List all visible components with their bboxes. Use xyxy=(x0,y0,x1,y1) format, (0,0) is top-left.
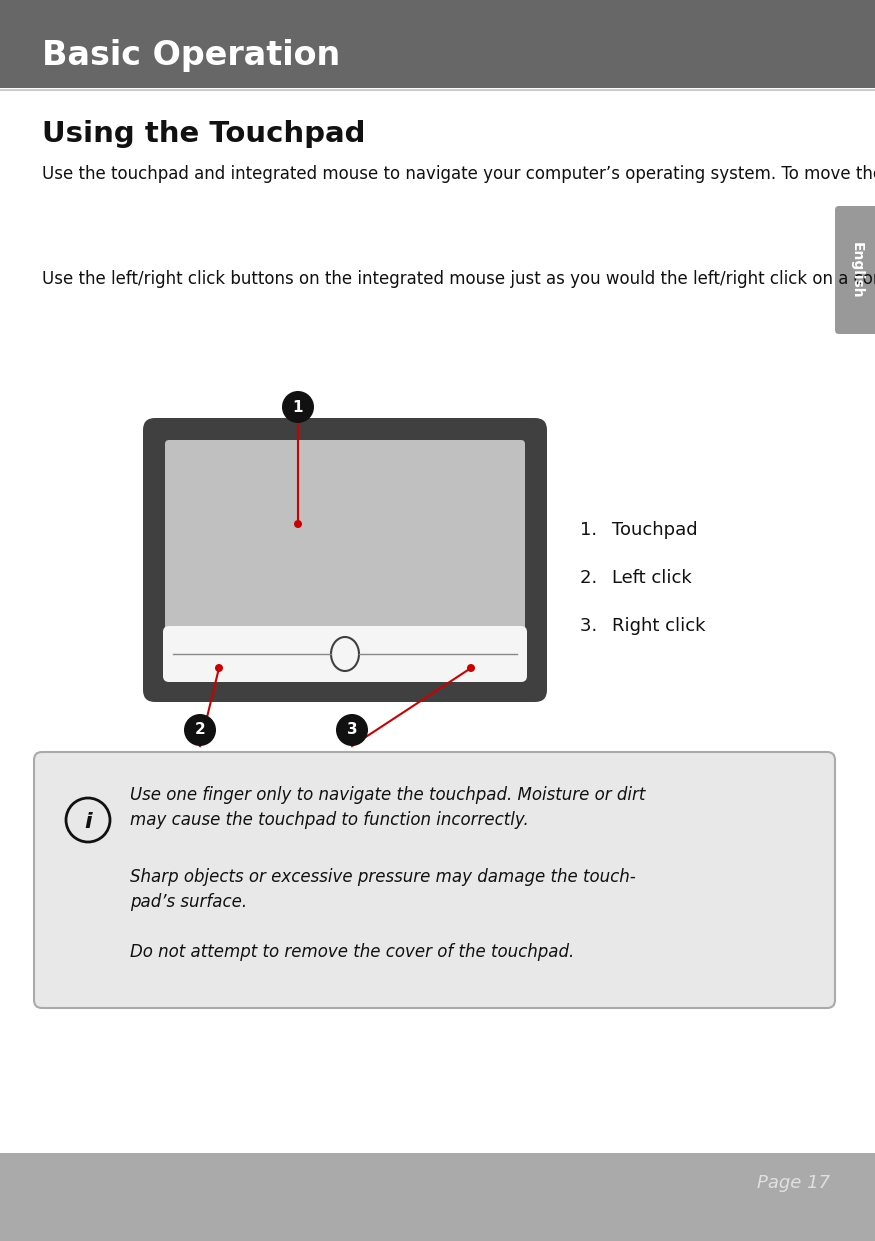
Text: 3.  Right click: 3. Right click xyxy=(580,617,705,635)
Bar xyxy=(0,1153,875,1241)
FancyBboxPatch shape xyxy=(835,206,875,334)
Text: 1.  Touchpad: 1. Touchpad xyxy=(580,521,697,539)
Circle shape xyxy=(184,714,216,746)
Bar xyxy=(0,0,875,88)
Text: Use one finger only to navigate the touchpad. Moisture or dirt
may cause the tou: Use one finger only to navigate the touc… xyxy=(130,786,646,829)
Ellipse shape xyxy=(331,637,359,671)
Text: 1: 1 xyxy=(293,400,304,414)
Text: 3: 3 xyxy=(346,722,357,737)
Text: i: i xyxy=(84,812,92,831)
Text: Page 17: Page 17 xyxy=(757,1174,830,1193)
Text: Use the left/right click buttons on the integrated mouse just as you would the l: Use the left/right click buttons on the … xyxy=(42,271,875,288)
Text: English: English xyxy=(850,242,864,298)
Circle shape xyxy=(66,798,110,841)
Circle shape xyxy=(336,714,368,746)
Text: Using the Touchpad: Using the Touchpad xyxy=(42,120,366,148)
Circle shape xyxy=(467,664,475,671)
Text: 2.  Left click: 2. Left click xyxy=(580,570,692,587)
Circle shape xyxy=(294,520,302,527)
FancyBboxPatch shape xyxy=(143,418,547,702)
Text: Sharp objects or excessive pressure may damage the touch-
pad’s surface.: Sharp objects or excessive pressure may … xyxy=(130,867,636,911)
Text: Basic Operation: Basic Operation xyxy=(42,40,340,72)
Text: Do not attempt to remove the cover of the touchpad.: Do not attempt to remove the cover of th… xyxy=(130,943,574,961)
Text: 2: 2 xyxy=(194,722,206,737)
Circle shape xyxy=(282,391,314,423)
FancyBboxPatch shape xyxy=(165,441,525,633)
Circle shape xyxy=(215,664,223,671)
FancyBboxPatch shape xyxy=(163,625,527,683)
Text: Use the touchpad and integrated mouse to navigate your computer’s operating syst: Use the touchpad and integrated mouse to… xyxy=(42,165,875,182)
FancyBboxPatch shape xyxy=(34,752,835,1008)
